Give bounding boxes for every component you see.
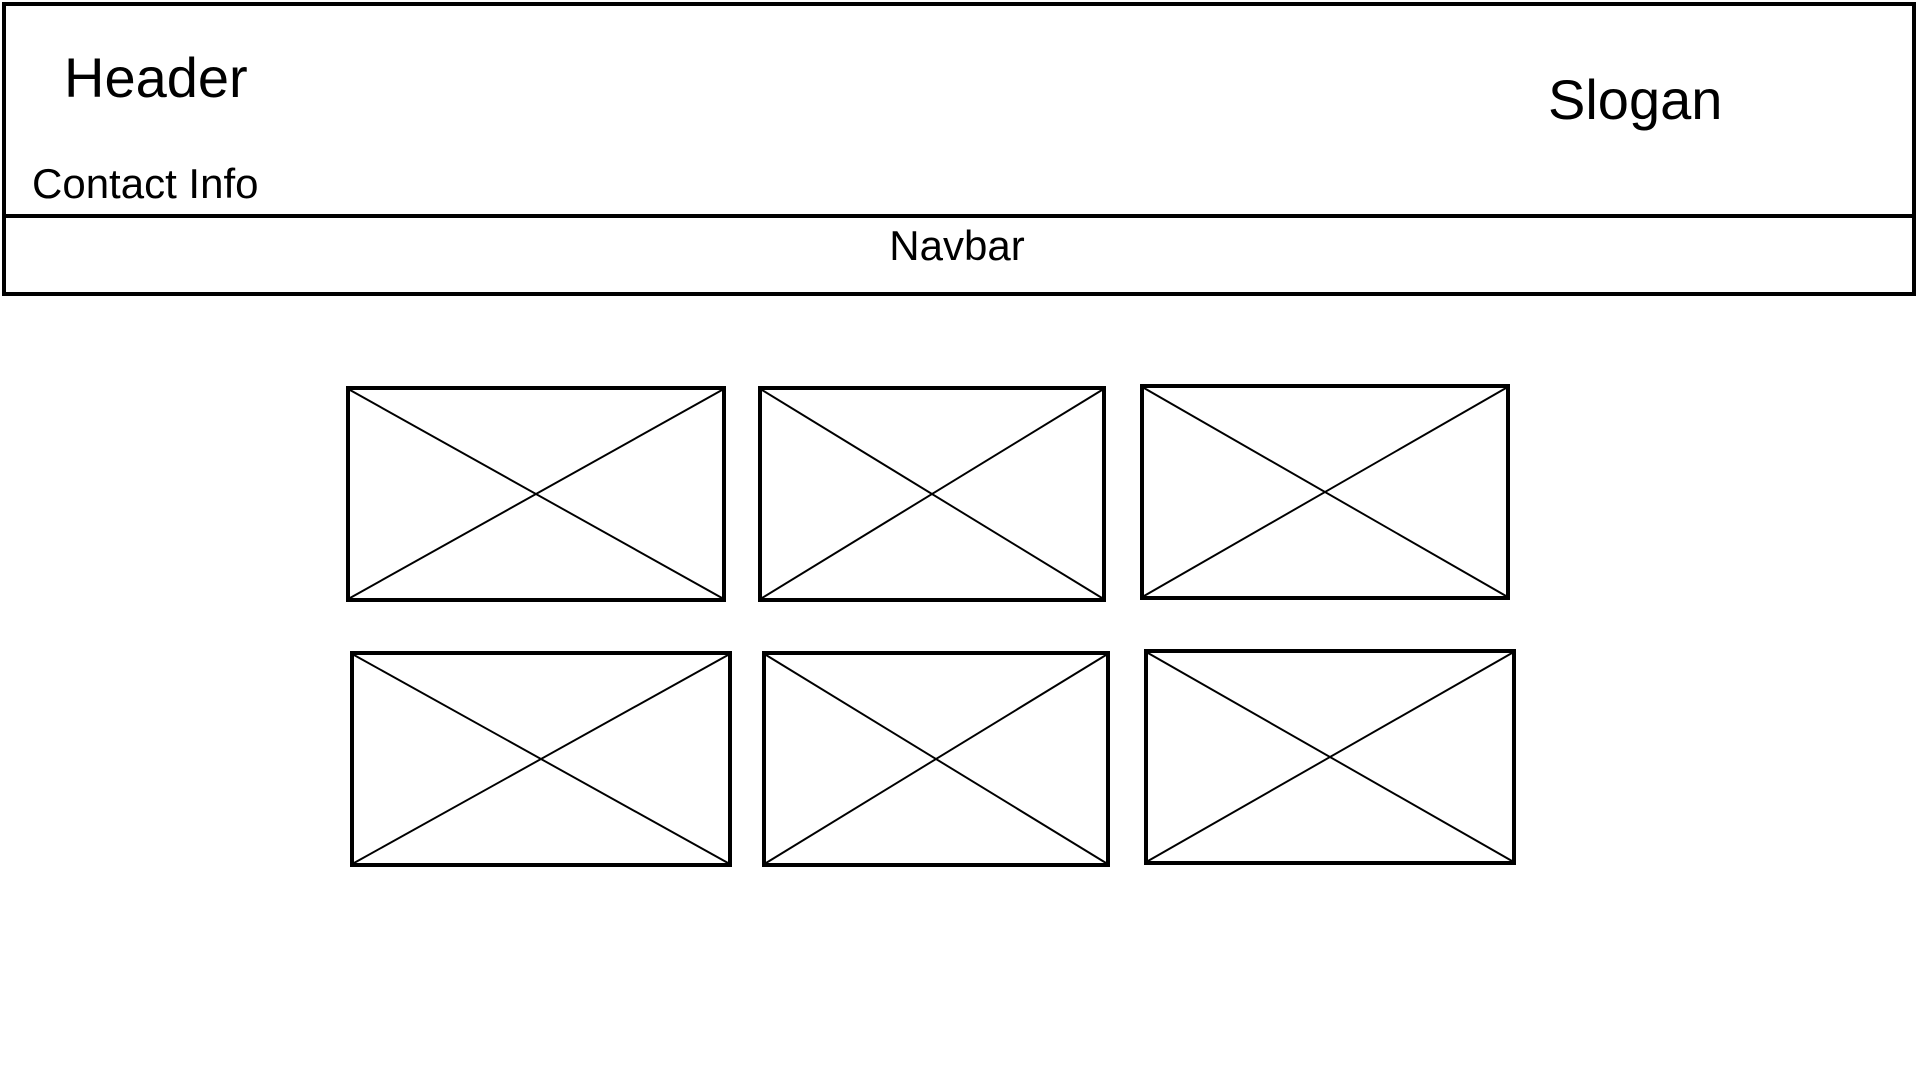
image-placeholder-icon [353, 654, 729, 864]
slogan: Slogan [1548, 68, 1723, 131]
image-placeholder-3 [1140, 384, 1510, 600]
image-placeholder-6 [1144, 649, 1516, 865]
image-placeholder-icon [761, 389, 1103, 599]
image-placeholder-icon [1147, 652, 1513, 862]
contact-info: Contact Info [32, 160, 259, 207]
header-title: Header [64, 46, 248, 109]
image-placeholder-icon [349, 389, 723, 599]
header-section [2, 2, 1916, 218]
image-placeholder-icon [1143, 387, 1507, 597]
navbar-label[interactable]: Navbar [889, 222, 1025, 269]
navbar-section[interactable] [2, 218, 1916, 296]
image-placeholder-2 [758, 386, 1106, 602]
image-placeholder-4 [350, 651, 732, 867]
image-placeholder-5 [762, 651, 1110, 867]
image-placeholder-1 [346, 386, 726, 602]
image-placeholder-icon [765, 654, 1107, 864]
